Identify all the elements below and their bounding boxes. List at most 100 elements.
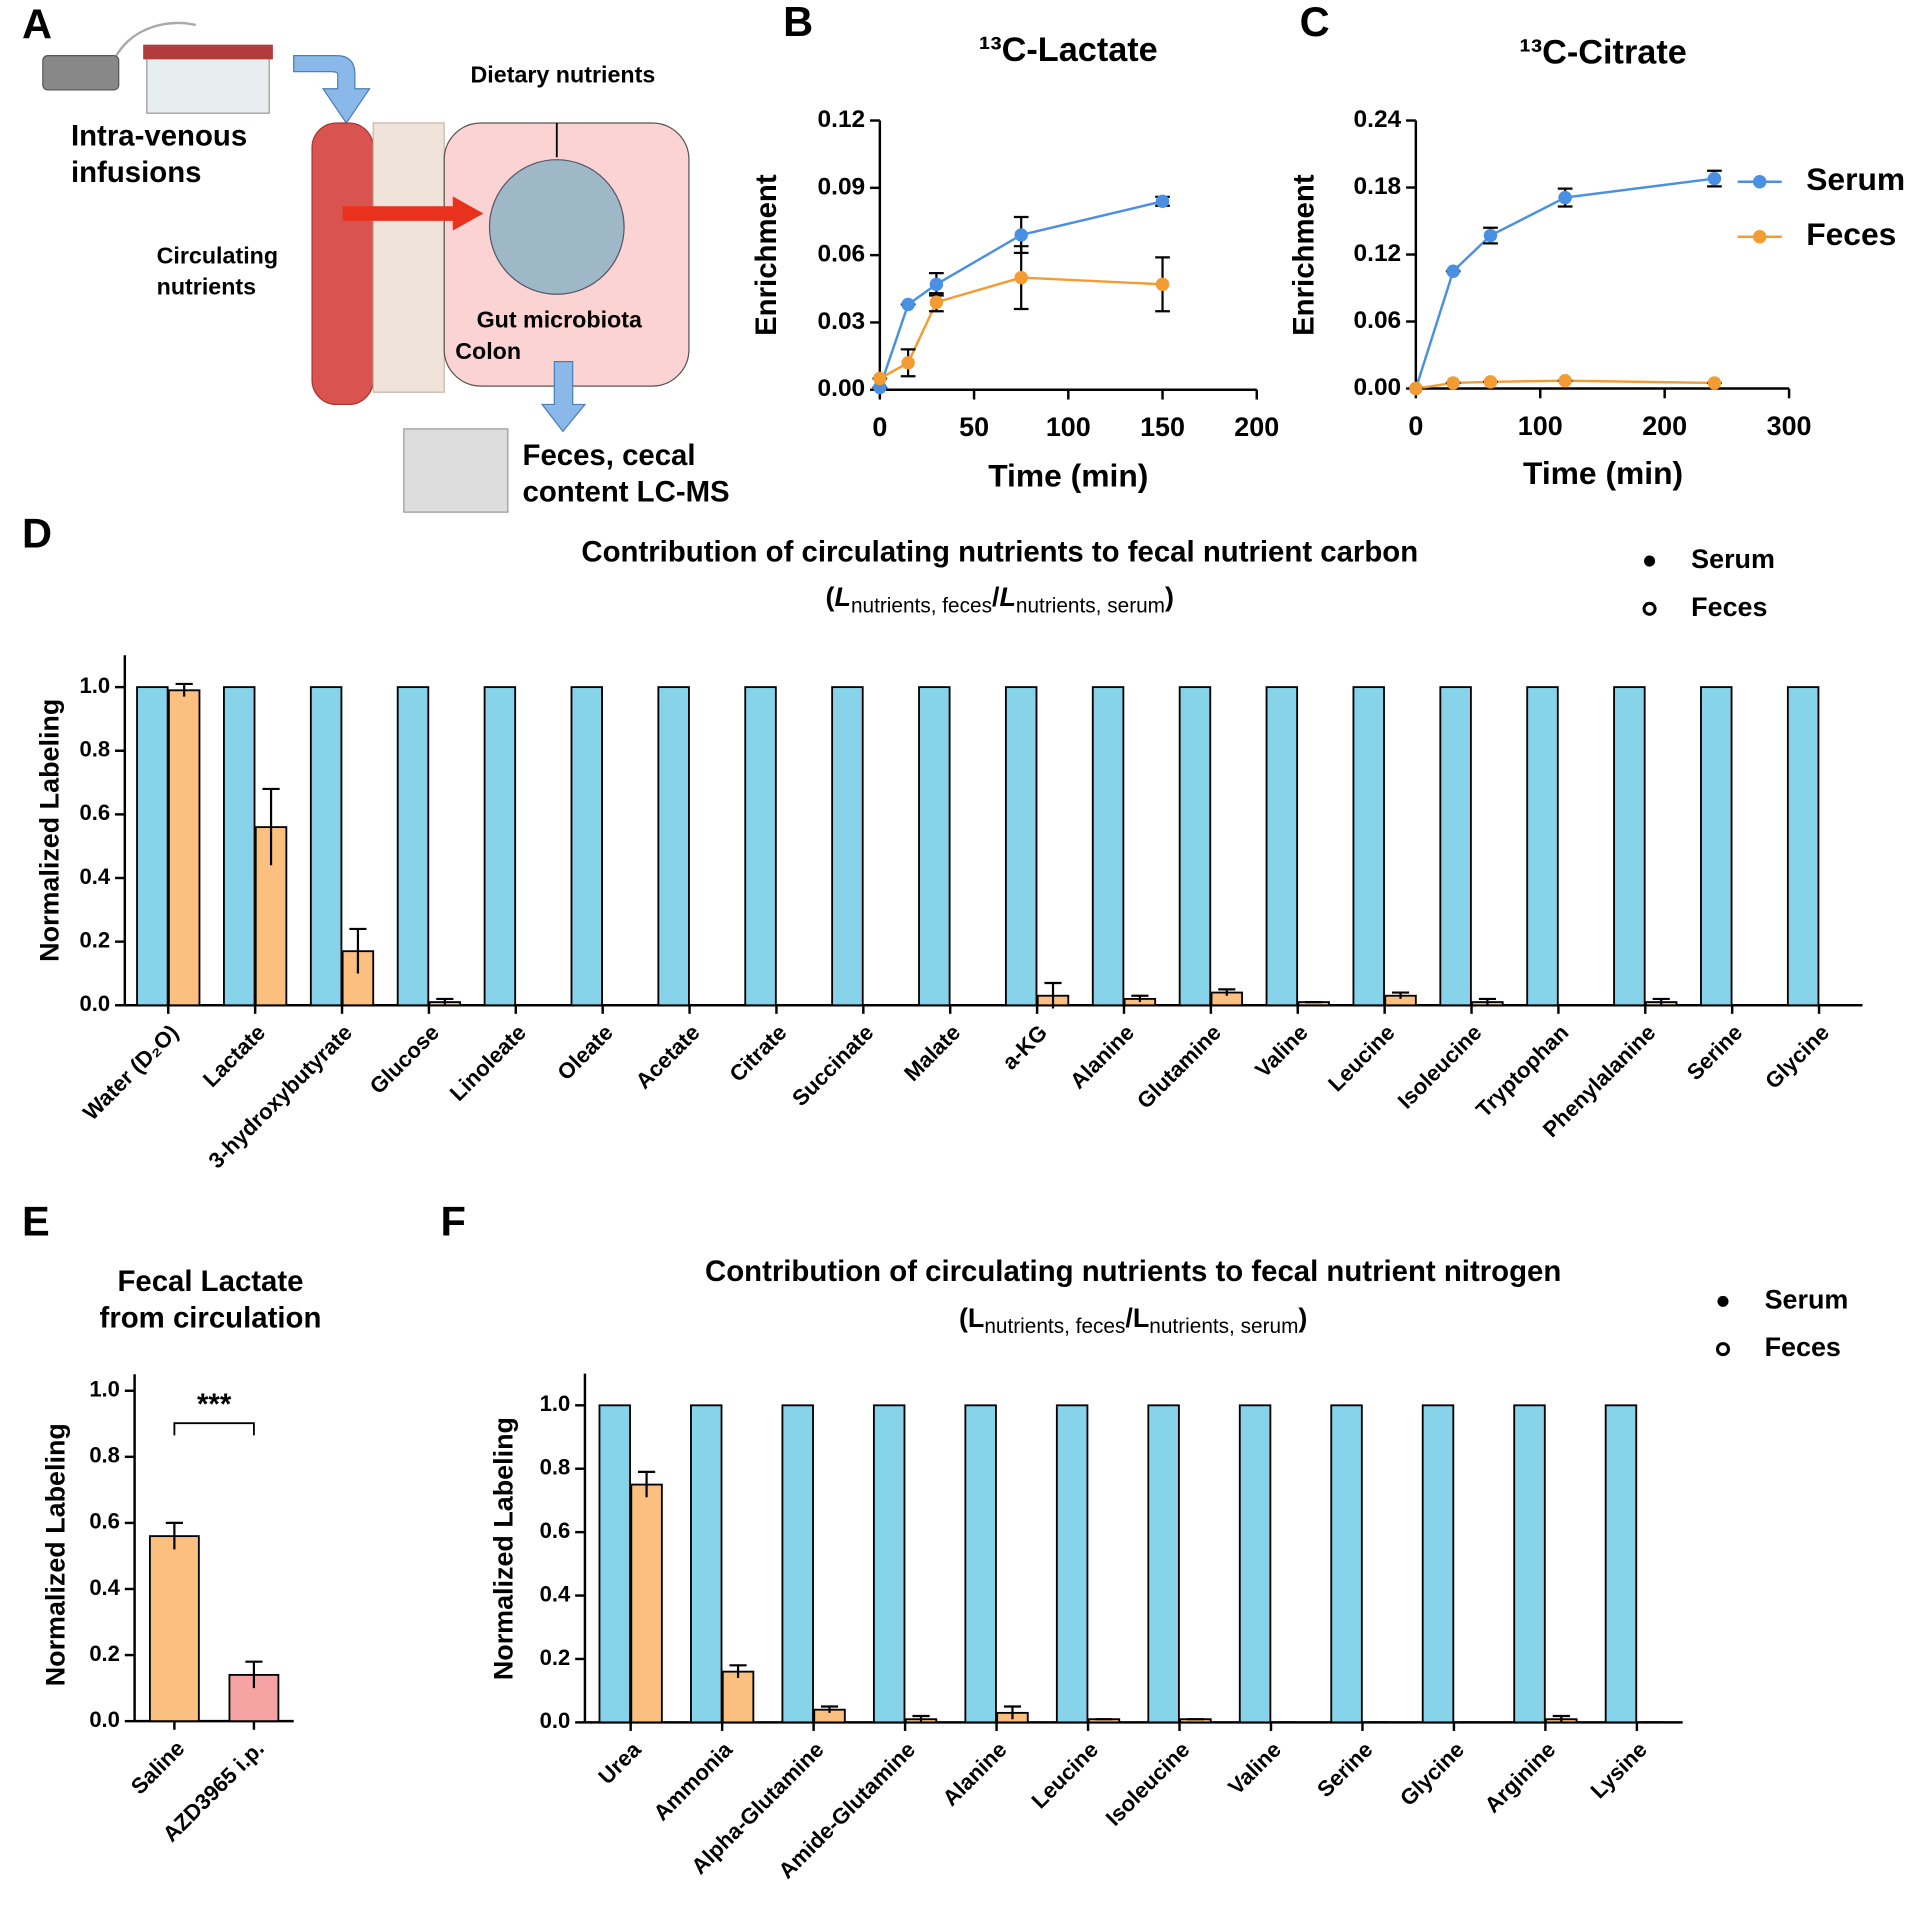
diagram-label: content LC-MS bbox=[523, 476, 730, 509]
legend-label: Feces bbox=[1806, 216, 1896, 252]
legend-marker bbox=[1644, 555, 1656, 567]
bar bbox=[1238, 1404, 1272, 1724]
data-point bbox=[1446, 264, 1460, 279]
error-bar bbox=[349, 927, 367, 974]
bar bbox=[136, 686, 169, 1007]
y-axis-label: Normalized Labeling bbox=[41, 1423, 71, 1686]
error-bar bbox=[729, 1664, 747, 1678]
panel-letter: D bbox=[22, 510, 52, 557]
diagram-label: Circulating bbox=[157, 243, 278, 269]
y-tick-label: 1.0 bbox=[80, 673, 111, 698]
error-bar bbox=[1044, 981, 1062, 1009]
x-tick-label: 100 bbox=[1046, 412, 1091, 442]
chart-title: ¹³C-Lactate bbox=[979, 31, 1158, 69]
legend-label: Serum bbox=[1765, 1285, 1849, 1315]
x-axis-label: Time (min) bbox=[1523, 455, 1683, 491]
error-bar bbox=[165, 1521, 183, 1550]
panel-letter: F bbox=[441, 1197, 466, 1244]
subtitle-part: nutrients, serum bbox=[1016, 594, 1165, 617]
epithelium bbox=[372, 122, 445, 393]
bar bbox=[1330, 1404, 1363, 1724]
subtitle-part: nutrients, feces bbox=[851, 594, 992, 617]
x-tick-label: Lactate bbox=[198, 1020, 270, 1092]
diagram-label: Dietary nutrients bbox=[471, 62, 656, 88]
y-tick-label: 0.12 bbox=[1354, 240, 1402, 267]
annotation: *** bbox=[197, 1388, 232, 1421]
bar bbox=[598, 1404, 631, 1724]
x-tick-label: Lysine bbox=[1585, 1737, 1651, 1803]
bar bbox=[721, 1670, 755, 1724]
y-tick-label: 0.4 bbox=[89, 1575, 120, 1600]
microbiota bbox=[488, 159, 625, 295]
bar bbox=[1265, 686, 1299, 1007]
error-bar bbox=[1652, 997, 1670, 1006]
panel-letter: C bbox=[1300, 0, 1330, 45]
legend-label: Serum bbox=[1691, 544, 1775, 574]
bar bbox=[1147, 1404, 1180, 1724]
bar bbox=[309, 686, 343, 1007]
x-tick-label: Glucose bbox=[365, 1020, 444, 1099]
subtitle-part: L bbox=[999, 582, 1015, 612]
x-tick-label: Serine bbox=[1312, 1737, 1377, 1802]
subtitle-part: L bbox=[835, 582, 851, 612]
series-line bbox=[1414, 177, 1715, 389]
x-tick-label: Isoleucine bbox=[1393, 1020, 1487, 1114]
bar bbox=[1421, 1404, 1455, 1724]
y-axis-label: Enrichment bbox=[1287, 174, 1320, 336]
y-tick-label: 0.2 bbox=[80, 927, 111, 952]
subtitle-part: ) bbox=[1165, 582, 1174, 612]
y-tick-label: 0.00 bbox=[1354, 374, 1402, 401]
data-point bbox=[1155, 277, 1170, 292]
error-bar bbox=[245, 1660, 263, 1689]
panel-letter: A bbox=[22, 1, 52, 48]
y-tick-label: 0.03 bbox=[818, 308, 866, 335]
diagram-label: Intra-venous bbox=[71, 119, 247, 152]
x-tick-label: Glycine bbox=[1760, 1020, 1834, 1094]
data-point bbox=[901, 297, 915, 312]
bar bbox=[1352, 686, 1385, 1007]
data-point bbox=[1014, 228, 1028, 242]
x-tick-label: Malate bbox=[899, 1020, 965, 1086]
x-tick-label: Arginine bbox=[1480, 1737, 1561, 1818]
bar bbox=[781, 1404, 814, 1724]
subtitle-part: ( bbox=[959, 1303, 968, 1333]
chart-title: ¹³C-Citrate bbox=[1519, 33, 1686, 71]
bar bbox=[396, 686, 430, 1007]
chart-title: Fecal Lactate bbox=[117, 1265, 303, 1298]
y-tick-label: 0.8 bbox=[89, 1443, 120, 1468]
x-tick-label: Glycine bbox=[1395, 1737, 1469, 1811]
bar bbox=[148, 1535, 200, 1723]
subtitle-part: ) bbox=[1298, 1303, 1307, 1333]
tube bbox=[115, 21, 197, 57]
x-tick-label: Alanine bbox=[938, 1737, 1012, 1811]
data-point bbox=[1707, 171, 1722, 186]
data-point bbox=[1446, 376, 1460, 390]
schematic bbox=[42, 21, 690, 513]
y-tick-label: 0.09 bbox=[818, 173, 866, 200]
data-point bbox=[929, 277, 944, 292]
y-tick-label: 1.0 bbox=[540, 1391, 571, 1416]
y-tick-label: 0.0 bbox=[89, 1707, 120, 1732]
subtitle-part: L bbox=[1133, 1303, 1149, 1333]
bar bbox=[570, 686, 603, 1007]
bar bbox=[167, 689, 201, 1007]
data-point bbox=[1409, 381, 1423, 396]
y-tick-label: 0.6 bbox=[540, 1518, 571, 1543]
bar bbox=[964, 1404, 997, 1724]
legend-label: Feces bbox=[1691, 592, 1767, 622]
bar bbox=[1613, 686, 1646, 1007]
x-tick-label: Serine bbox=[1682, 1020, 1747, 1085]
error-bar bbox=[175, 682, 193, 697]
y-tick-label: 0.8 bbox=[540, 1455, 571, 1480]
bar bbox=[483, 686, 517, 1007]
y-tick-label: 0.24 bbox=[1354, 106, 1402, 133]
y-tick-label: 0.0 bbox=[80, 991, 111, 1016]
bar bbox=[918, 686, 951, 1007]
diagram-label: Colon bbox=[455, 338, 521, 364]
chart-subtitle: (Lnutrients, feces/Lnutrients, serum) bbox=[826, 582, 1174, 617]
bar bbox=[1604, 1404, 1638, 1724]
bar bbox=[630, 1483, 663, 1724]
bar bbox=[690, 1404, 723, 1724]
error-bar bbox=[262, 787, 280, 866]
subtitle-part: nutrients, feces bbox=[984, 1315, 1125, 1338]
